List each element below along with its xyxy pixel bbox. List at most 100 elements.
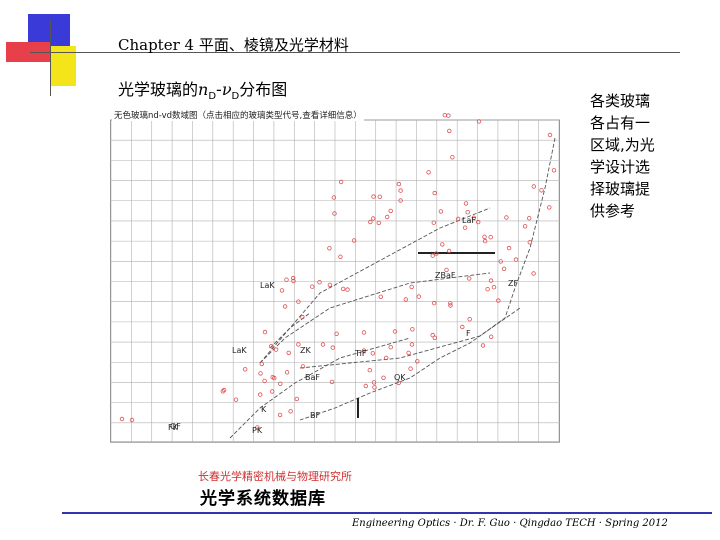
glass-data-point — [242, 367, 248, 372]
glass-data-point — [317, 279, 322, 285]
glass-data-point — [278, 381, 283, 386]
slide-subtitle: 光学玻璃的nD-νD分布图 — [118, 76, 287, 102]
glass-data-point — [233, 397, 239, 402]
glass-data-point — [221, 387, 227, 393]
glass-data-point — [327, 246, 332, 251]
glass-data-point — [431, 220, 436, 225]
glass-data-point — [430, 332, 435, 338]
glass-data-point — [371, 380, 377, 385]
region-label-zbaf: ZBaF — [435, 271, 456, 280]
glass-data-point — [327, 282, 333, 288]
glass-data-point — [488, 234, 493, 240]
glass-data-point — [291, 278, 296, 284]
glass-data-point — [467, 316, 472, 322]
glass-data-point — [367, 368, 372, 373]
region-label-lak: LaK — [260, 281, 275, 290]
glass-data-point — [531, 184, 536, 189]
region-boundary-line — [229, 337, 411, 439]
glass-data-point — [498, 259, 503, 264]
glass-data-point — [491, 284, 497, 290]
footer-rule — [62, 512, 712, 514]
figure-caption[interactable]: 无色玻璃nd-vd数域图（点击相应的玻璃类型代号,查看详细信息） — [112, 109, 364, 121]
glass-data-point — [403, 297, 408, 302]
glass-data-point — [388, 208, 393, 214]
glass-data-point — [448, 301, 453, 306]
glass-data-point — [392, 329, 398, 334]
glass-data-point — [432, 335, 437, 340]
glass-data-point — [547, 132, 553, 138]
glass-data-point — [446, 113, 451, 118]
glass-data-point — [282, 304, 288, 309]
glass-data-point — [258, 371, 263, 376]
region-label-f: F — [466, 329, 471, 338]
glass-data-point — [257, 392, 263, 397]
region-label-baf: BaF — [305, 373, 320, 382]
header-rule — [30, 52, 680, 53]
glass-data-point — [547, 205, 552, 210]
glass-data-point — [273, 347, 279, 352]
region-label-laf: LaF — [462, 216, 476, 225]
subtitle-nu: ν — [221, 80, 232, 99]
glass-data-point — [259, 361, 264, 367]
glass-data-point — [467, 276, 472, 281]
glass-data-point — [455, 216, 461, 222]
region-label-bf: BF — [310, 411, 320, 420]
glass-data-point — [361, 330, 367, 335]
glass-data-point — [300, 364, 306, 369]
glass-data-point — [290, 275, 296, 281]
subtitle-suffix: 分布图 — [239, 80, 288, 99]
glass-data-point — [476, 219, 481, 225]
region-label-fk: FK — [168, 423, 179, 432]
database-title: 光学系统数据库 — [200, 489, 326, 509]
glass-data-point — [288, 409, 293, 414]
glass-data-point — [284, 277, 289, 282]
glass-map-figure: LaF LaK ZBaF ZF ZK TiF LaK F BaF QK K PK QF BF FK — [110, 108, 560, 444]
glass-data-point — [329, 379, 335, 385]
footer-text: Engineering Optics · Dr. F. Guo · Qingda… — [352, 518, 668, 529]
glass-data-point — [388, 344, 393, 350]
glass-data-point — [220, 389, 225, 394]
glass-data-point — [371, 216, 376, 221]
glass-data-point — [527, 240, 532, 245]
glass-data-point — [334, 331, 339, 336]
glass-data-point — [471, 215, 476, 220]
glass-data-point — [320, 342, 326, 347]
glass-data-point — [438, 209, 444, 214]
subtitle-sub-2: D — [231, 91, 240, 103]
glass-data-point — [363, 383, 368, 389]
glass-data-point — [300, 314, 305, 320]
subtitle-dash: - — [216, 80, 222, 99]
glass-data-point — [119, 416, 125, 422]
glass-data-point — [396, 380, 401, 386]
decor-red-bar — [6, 42, 50, 62]
glass-data-point — [527, 215, 532, 221]
glass-data-point — [384, 355, 389, 361]
glass-data-point — [271, 375, 277, 381]
glass-data-point — [482, 234, 487, 239]
glass-data-point — [286, 350, 291, 356]
region-boundary-line — [299, 307, 521, 369]
glass-data-point — [377, 194, 382, 199]
glass-data-point — [296, 342, 301, 347]
glass-data-point — [381, 375, 386, 380]
glass-data-point — [522, 224, 528, 229]
glass-data-point — [398, 198, 403, 203]
glass-data-point — [284, 370, 290, 375]
region-label-k: K — [261, 405, 267, 414]
region-label-lak: LaK — [232, 346, 247, 355]
glass-data-point — [463, 201, 469, 206]
region-label-qf: QF — [170, 422, 181, 431]
glass-data-point — [488, 278, 494, 283]
glass-data-point — [496, 298, 501, 303]
glass-data-point — [531, 271, 536, 276]
region-boundary-line — [269, 312, 311, 349]
chapter-title: Chapter 4 平面、棱镜及光学材料 — [118, 36, 349, 54]
glass-data-point — [255, 425, 260, 430]
region-label-pk: PK — [252, 426, 263, 435]
glass-data-point — [368, 219, 373, 225]
glass-data-point — [408, 366, 413, 371]
glass-data-point — [415, 359, 420, 364]
glass-data-point — [506, 245, 512, 251]
side-note: 各类玻璃各占有一区域,为光学设计选择玻璃提供参考 — [590, 92, 655, 220]
glass-data-point — [426, 170, 431, 175]
